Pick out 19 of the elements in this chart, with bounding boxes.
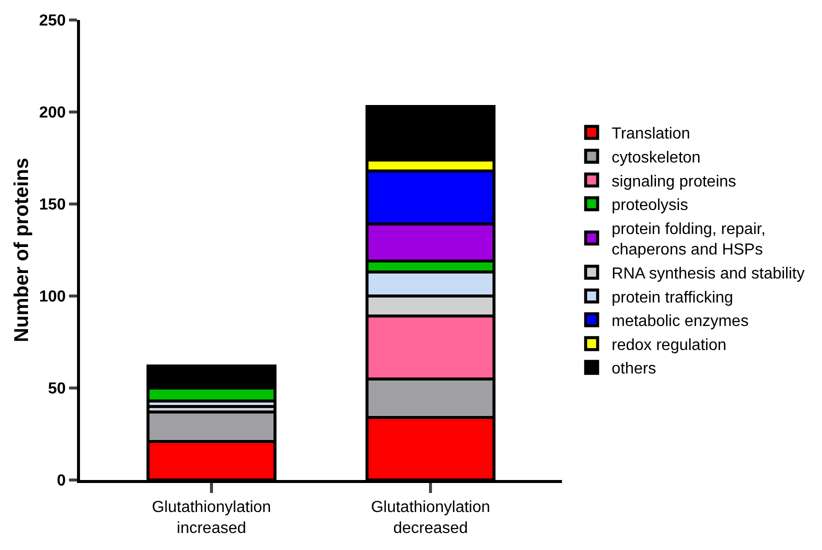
y-tick-label: 150	[39, 196, 66, 214]
legend-label: protein trafficking	[612, 289, 734, 306]
legend-label: protein folding, repair, chaperons and HSPs	[612, 220, 766, 259]
y-tick-label: 200	[39, 104, 66, 122]
y-axis-title: Number of proteins	[11, 158, 33, 342]
legend-label: others	[612, 360, 656, 378]
y-tick-label: 0	[56, 472, 66, 490]
legend-label: cytoskeleton	[612, 149, 701, 166]
y-tick-label: 100	[39, 288, 66, 306]
x-tick-label: Glutathionylation increased	[152, 499, 272, 537]
y-tick-label: 50	[48, 380, 66, 398]
legend-label: metabolic enzymes	[612, 313, 749, 330]
y-tick-label: 250	[39, 12, 66, 30]
legend-label: Translation	[612, 126, 690, 143]
legend-label: redox regulation	[612, 336, 726, 354]
legend-label: signaling proteins	[612, 173, 736, 190]
x-tick-label: Glutathionylation decreased	[370, 499, 490, 537]
legend-label: RNA synthesis and stability	[612, 265, 805, 282]
legend-label: proteolysis	[612, 197, 688, 214]
